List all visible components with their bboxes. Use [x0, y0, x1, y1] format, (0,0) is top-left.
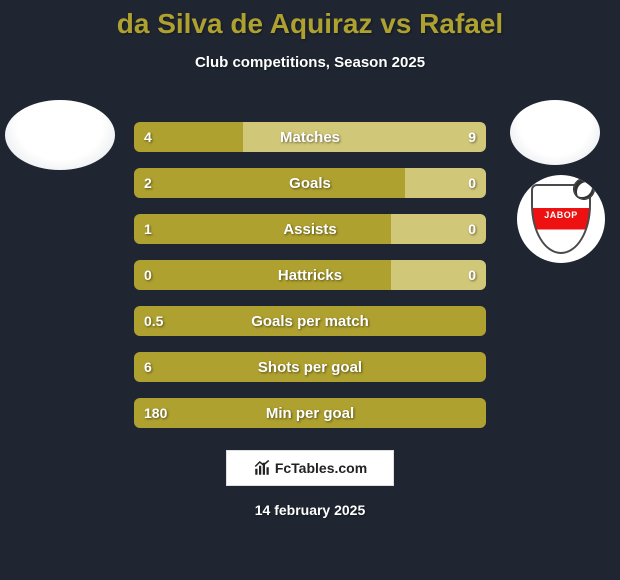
- shield-icon: JABOP: [531, 184, 591, 254]
- ball-icon: [573, 178, 595, 200]
- player-left-avatar: [5, 100, 115, 170]
- stat-row: 0.5Goals per match: [134, 306, 486, 336]
- subtitle: Club competitions, Season 2025: [0, 54, 620, 71]
- date-label: 14 february 2025: [0, 502, 620, 518]
- metric-label: Min per goal: [134, 398, 486, 428]
- metric-label: Goals: [134, 168, 486, 198]
- branding-text: FcTables.com: [275, 460, 367, 476]
- metric-label: Matches: [134, 122, 486, 152]
- stat-row: 10Assists: [134, 214, 486, 244]
- shield-label: JABOP: [533, 210, 589, 220]
- club-right-logo: JABOP: [517, 175, 605, 263]
- stat-row: 00Hattricks: [134, 260, 486, 290]
- chart-icon: [253, 459, 271, 477]
- metric-label: Hattricks: [134, 260, 486, 290]
- metric-label: Goals per match: [134, 306, 486, 336]
- stat-row: 49Matches: [134, 122, 486, 152]
- stats-rows: 49Matches 20Goals 10Assists 00Hattricks 0.5G…: [134, 122, 486, 444]
- stat-row: 6Shots per goal: [134, 352, 486, 382]
- stat-row: 180Min per goal: [134, 398, 486, 428]
- metric-label: Shots per goal: [134, 352, 486, 382]
- branding-badge: FcTables.com: [226, 450, 394, 486]
- comparison-infographic: da Silva de Aquiraz vs Rafael Club compe…: [0, 0, 620, 580]
- metric-label: Assists: [134, 214, 486, 244]
- player-right-avatar: [510, 100, 600, 165]
- page-title: da Silva de Aquiraz vs Rafael: [0, 0, 620, 40]
- stat-row: 20Goals: [134, 168, 486, 198]
